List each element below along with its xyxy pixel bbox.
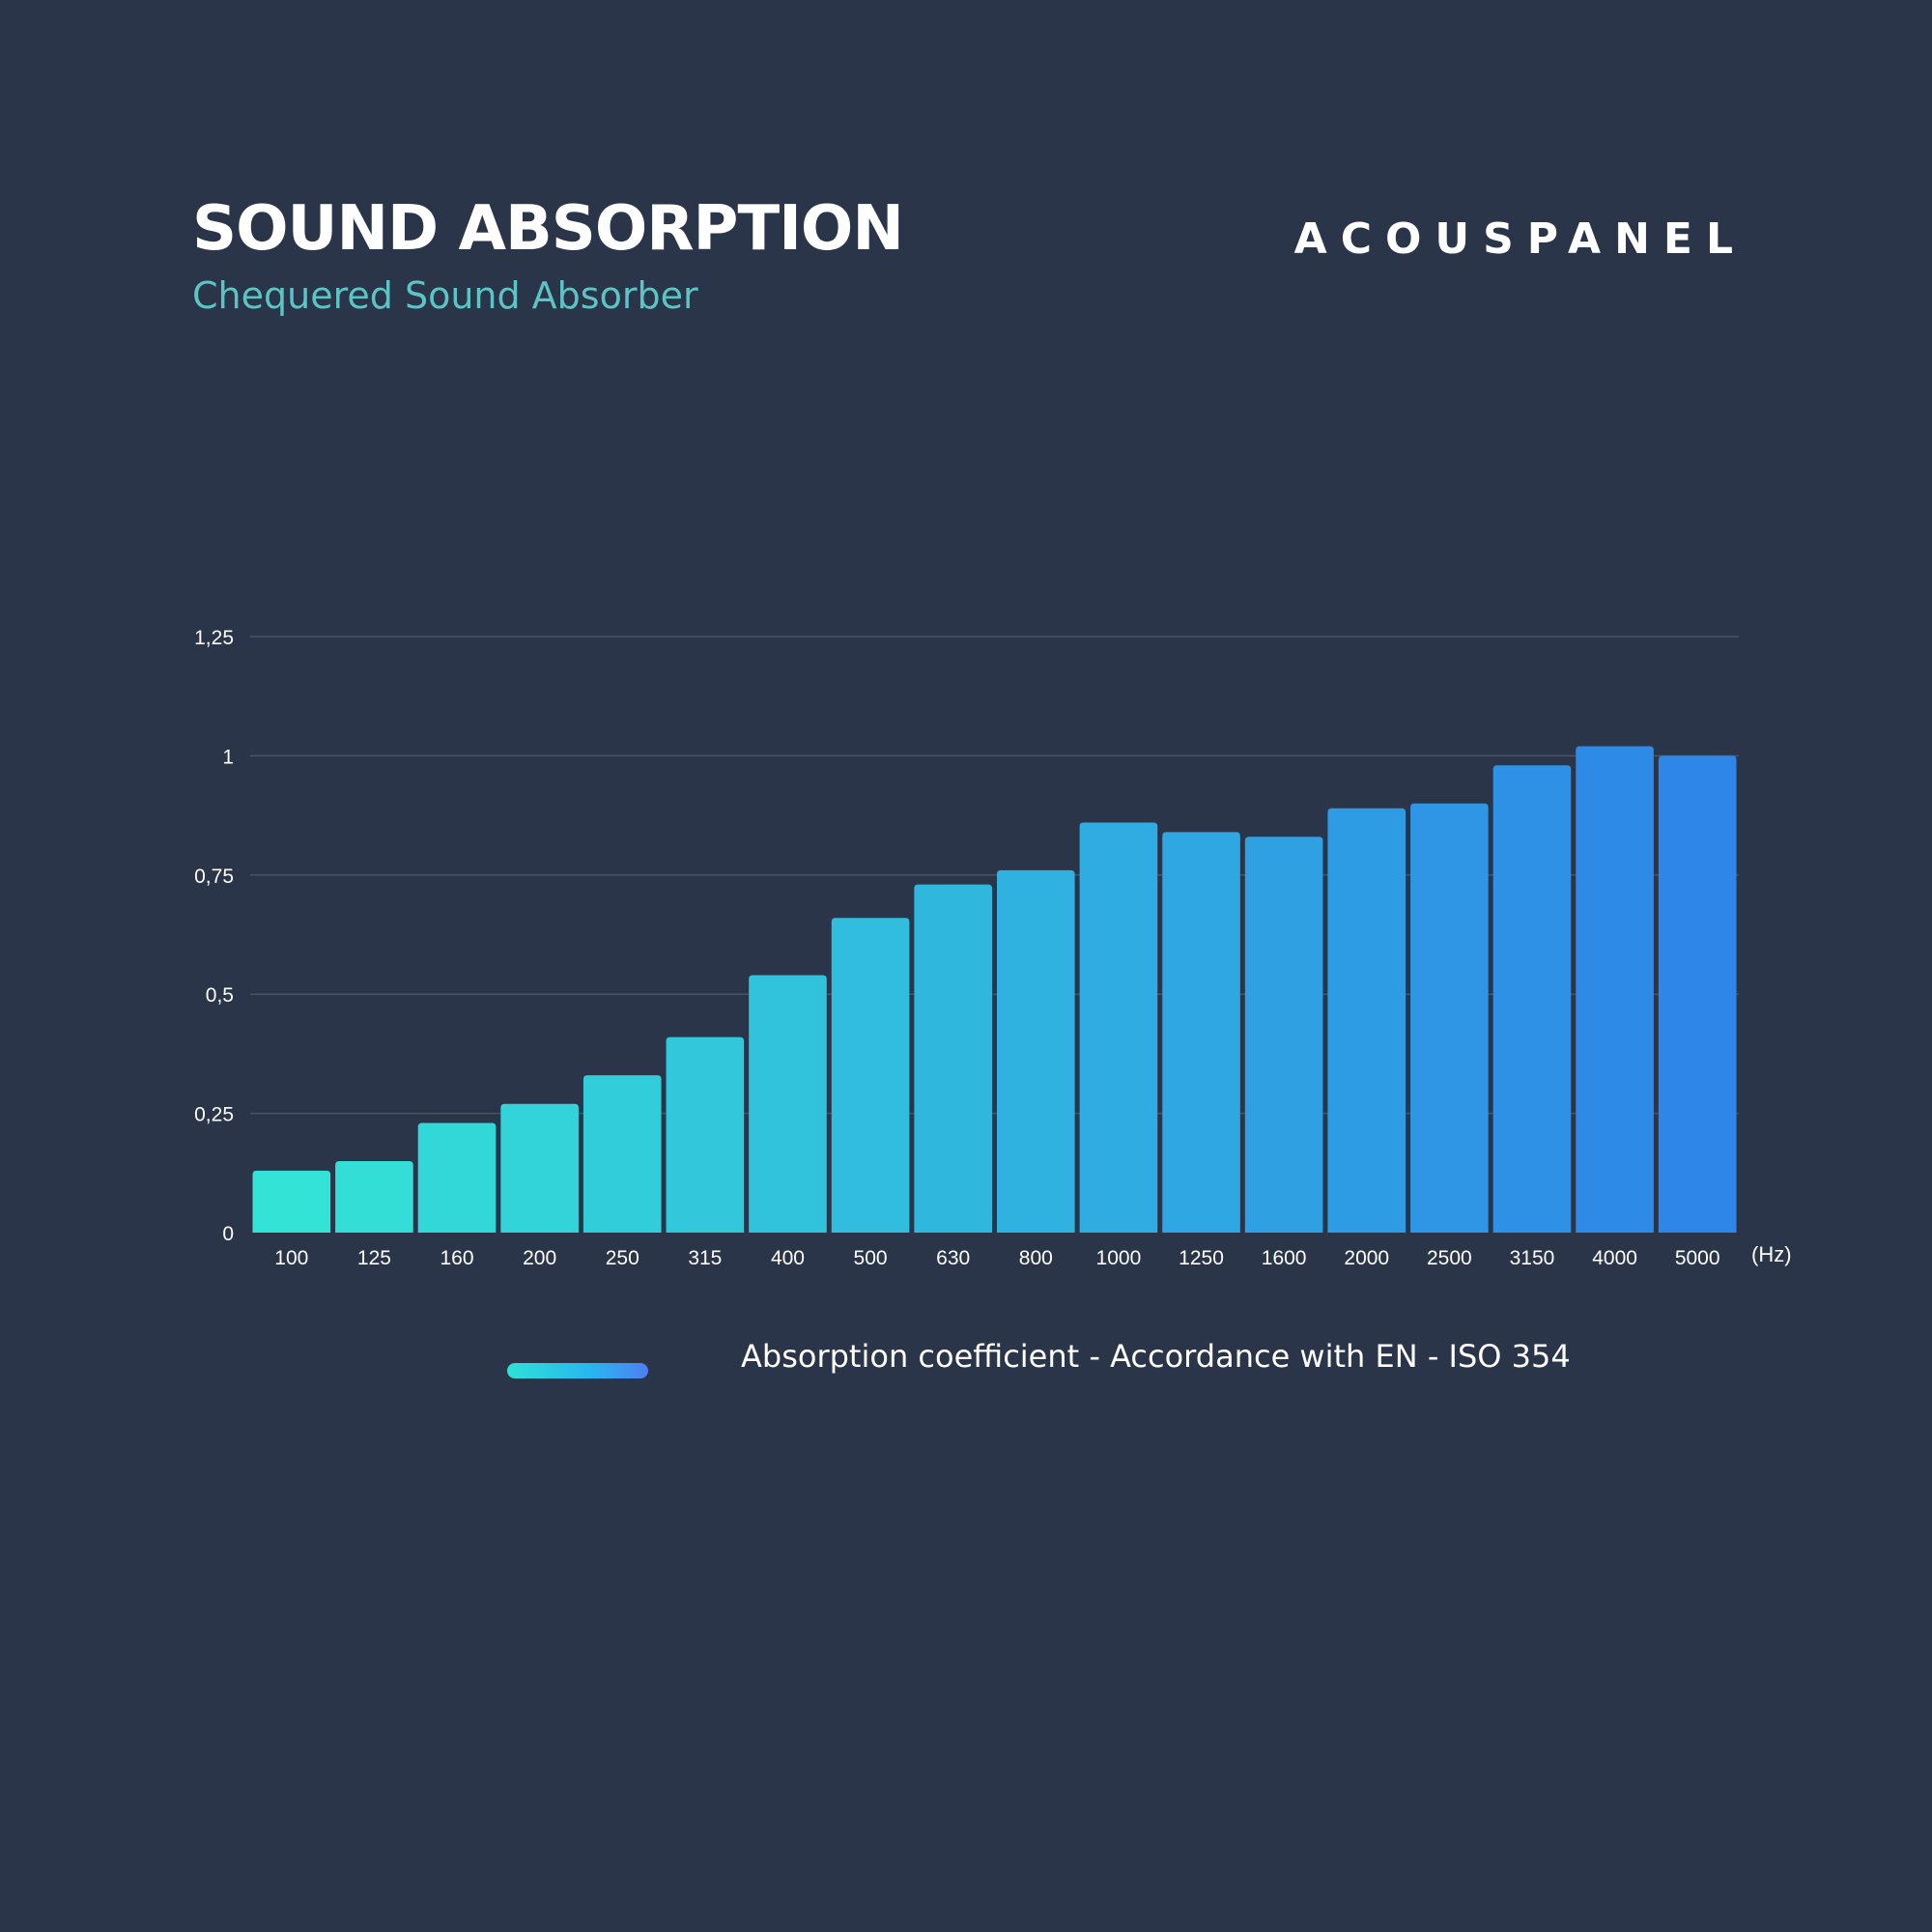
x-axis-unit: (Hz) bbox=[1751, 1242, 1792, 1266]
bars bbox=[252, 746, 1737, 1233]
bar-1600 bbox=[1244, 837, 1323, 1233]
x-tick-label: 4000 bbox=[1592, 1247, 1637, 1269]
y-axis-ticks: 0 0,25 0,5 0,75 1 1,25 bbox=[194, 627, 234, 1245]
bar-315 bbox=[666, 1037, 745, 1233]
page-subtitle: Chequered Sound Absorber bbox=[192, 274, 698, 317]
bar-160 bbox=[417, 1122, 497, 1233]
y-tick-label: 1,25 bbox=[194, 627, 234, 649]
bar-125 bbox=[335, 1160, 413, 1233]
x-tick-label: 1000 bbox=[1096, 1247, 1142, 1269]
x-tick-label: 1600 bbox=[1262, 1247, 1307, 1269]
y-tick-label: 0 bbox=[222, 1223, 234, 1245]
legend-label: Absorption coefficient - Accordance with… bbox=[741, 1338, 1571, 1375]
x-tick-label: 160 bbox=[440, 1247, 474, 1269]
x-tick-label: 1250 bbox=[1179, 1247, 1224, 1269]
x-tick-label: 630 bbox=[936, 1247, 970, 1269]
x-tick-label: 250 bbox=[606, 1247, 639, 1269]
x-tick-label: 3150 bbox=[1510, 1247, 1555, 1269]
bar-5000 bbox=[1658, 755, 1737, 1233]
bar-400 bbox=[749, 975, 827, 1233]
x-tick-label: 400 bbox=[771, 1247, 805, 1269]
bar-800 bbox=[997, 869, 1075, 1233]
bar-4000 bbox=[1576, 746, 1654, 1233]
bar-630 bbox=[914, 884, 992, 1233]
bar-1250 bbox=[1162, 832, 1240, 1233]
y-tick-label: 0,25 bbox=[194, 1104, 234, 1126]
y-tick-label: 0,75 bbox=[194, 866, 234, 888]
y-tick-label: 0,5 bbox=[206, 984, 234, 1007]
bar-1000 bbox=[1079, 822, 1158, 1233]
x-tick-label: 800 bbox=[1019, 1247, 1053, 1269]
bar-2000 bbox=[1327, 808, 1406, 1233]
bar-2500 bbox=[1410, 803, 1489, 1233]
gridlines bbox=[250, 636, 1739, 1115]
x-tick-label: 100 bbox=[274, 1247, 308, 1269]
legend: Absorption coefficient - Accordance with… bbox=[507, 1338, 1763, 1396]
x-tick-label: 125 bbox=[357, 1247, 391, 1269]
x-tick-label: 315 bbox=[688, 1247, 722, 1269]
x-tick-label: 5000 bbox=[1675, 1247, 1720, 1269]
x-tick-label: 2000 bbox=[1344, 1247, 1389, 1269]
x-tick-label: 2500 bbox=[1427, 1247, 1472, 1269]
x-tick-label: 200 bbox=[523, 1247, 556, 1269]
bar-3150 bbox=[1492, 765, 1572, 1233]
page-title: SOUND ABSORPTION bbox=[192, 193, 904, 265]
bar-250 bbox=[582, 1075, 662, 1233]
x-tick-label: 500 bbox=[854, 1247, 888, 1269]
x-axis-ticks: 100 125 160 200 250 315 400 500 630 800 1000 1250 16… bbox=[274, 1247, 1719, 1269]
legend-swatch bbox=[507, 1363, 648, 1378]
bar-500 bbox=[831, 918, 910, 1233]
y-tick-label: 1 bbox=[222, 746, 234, 768]
brand-logo: ACOUSPANEL bbox=[1293, 214, 1747, 264]
bar-200 bbox=[500, 1103, 579, 1233]
bar-100 bbox=[252, 1170, 331, 1233]
